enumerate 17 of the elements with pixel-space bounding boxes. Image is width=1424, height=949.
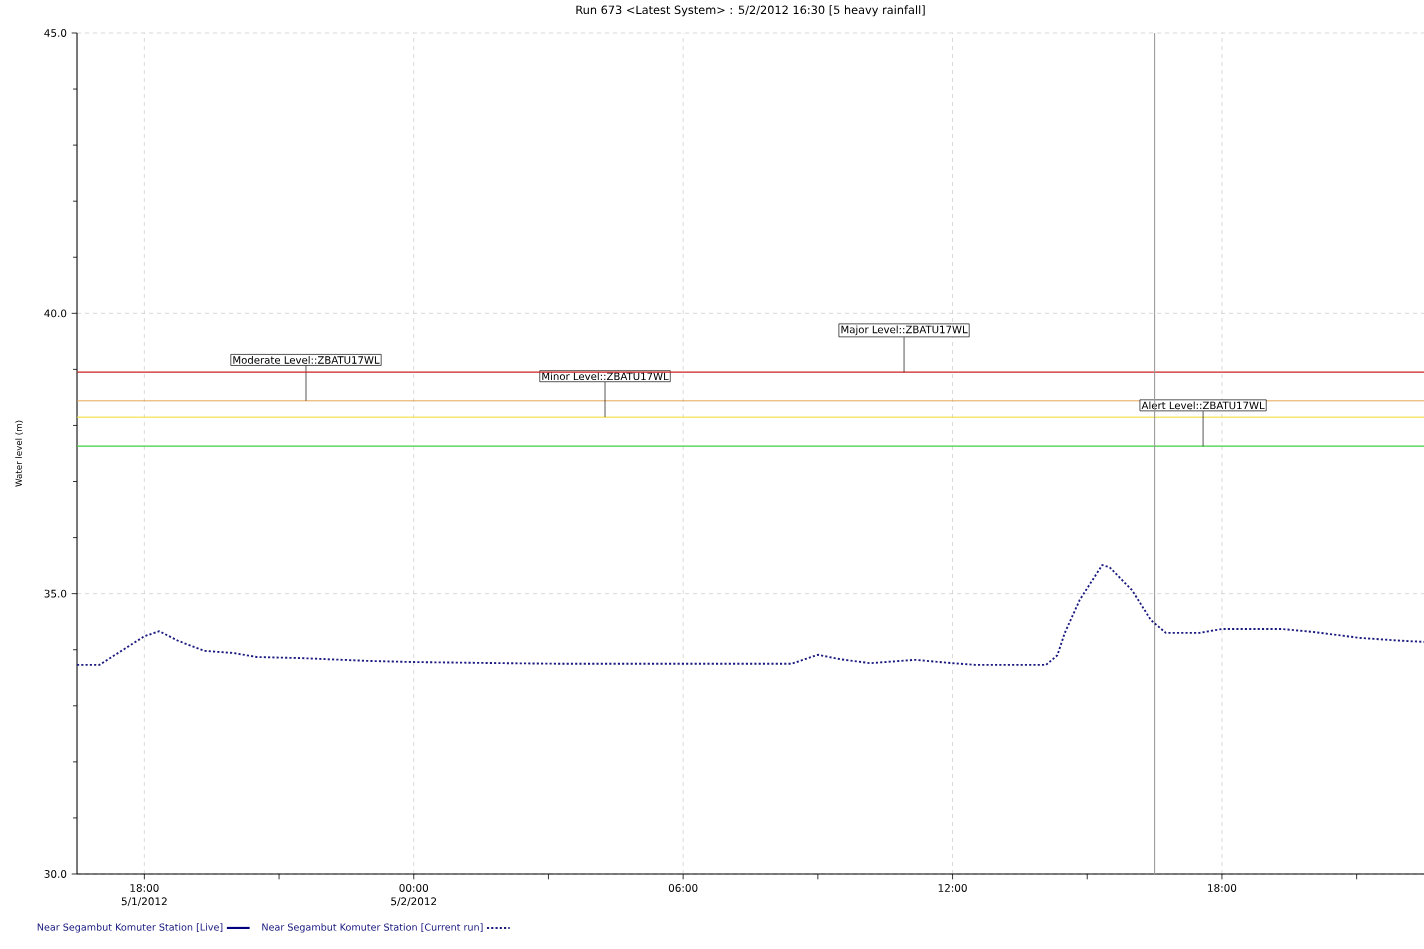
y-tick-label: 30.0 <box>44 870 67 878</box>
legend-label: Near Segambut Komuter Station [Live] <box>37 923 223 933</box>
ref-line-label: Minor Level::ZBATU17WL <box>542 372 669 381</box>
x-tick-label: 00:00 5/2/2012 <box>391 884 437 907</box>
y-tick-label: 35.0 <box>44 589 67 598</box>
ref-line-label: Moderate Level::ZBATU17WL <box>233 356 380 364</box>
y-axis-title: Water level (m) <box>15 420 23 487</box>
ref-line-label: Alert Level::ZBATU17WL <box>1141 401 1265 410</box>
chart-title: Run 673 <Latest System> : 5/2/2012 16:30 [5 heavy rainfall] <box>576 5 925 17</box>
x-tick-label: 18:00 5/1/2012 <box>121 884 167 907</box>
y-tick-label: 45.0 <box>44 29 67 37</box>
legend-label: Near Segambut Komuter Station [Current run] <box>262 923 483 933</box>
x-tick-label: 06:00 <box>668 884 698 892</box>
ref-line-label: Major Level::ZBATU17WL <box>841 325 968 336</box>
x-tick-label: 18:00 <box>1208 884 1237 892</box>
x-tick-label: 12:00 <box>938 884 967 892</box>
y-tick-label: 40.0 <box>44 309 67 318</box>
